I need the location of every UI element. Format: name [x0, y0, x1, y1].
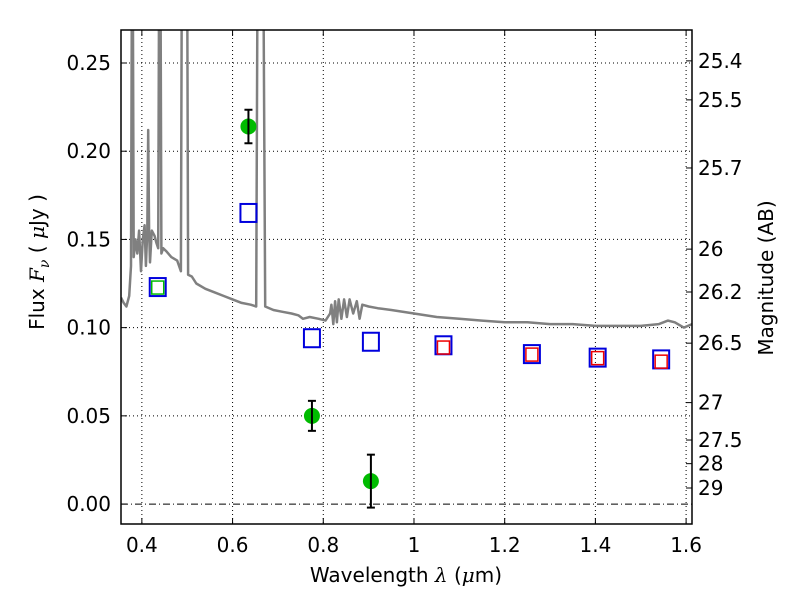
- plot-frame: [120, 29, 693, 525]
- y-axis-label-unit: Jy ): [25, 194, 49, 228]
- model-square-marker: [148, 277, 167, 298]
- x-axis-unit-end: m): [475, 563, 502, 587]
- x-tick-label: 1.4: [579, 533, 611, 557]
- y-right-tick-label: 27.5: [698, 428, 743, 452]
- y-right-tick-label: 29: [698, 476, 723, 500]
- y-tick-label: 0.05: [66, 404, 111, 428]
- inner-green-square-marker: [150, 280, 165, 295]
- y-axis-label-f: F: [25, 267, 49, 283]
- inner-red-square-marker: [525, 347, 539, 362]
- y-axis-label-open: (: [25, 239, 49, 260]
- inner-red-square-marker: [654, 354, 668, 369]
- y-tick-label: 0.25: [66, 51, 111, 75]
- y-tick-labels: 0.00 0.05 0.10 0.15 0.20 0.25: [66, 51, 111, 516]
- y-right-tick-label: 26.5: [698, 331, 743, 355]
- inner-red-square-marker: [436, 340, 451, 355]
- x-tick-label: 0.8: [307, 533, 339, 557]
- y-tick-label: 0.15: [66, 227, 111, 251]
- x-tick-label: 1.2: [489, 533, 521, 557]
- x-tick-label: 0.4: [126, 533, 158, 557]
- spectrum-line: [121, 30, 692, 329]
- x-axis-lambda: λ: [434, 563, 448, 587]
- y-axis-label-mu: μ: [25, 226, 49, 239]
- y-axis-label-nu: ν: [37, 259, 53, 268]
- spectrum-series: [121, 30, 692, 329]
- y-right-tick-label: 25.7: [698, 156, 743, 180]
- y-right-tick-label: 28: [698, 452, 723, 476]
- inner-red-square-marker: [590, 350, 605, 366]
- x-tick-label: 1.6: [670, 533, 702, 557]
- model-square-marker: [361, 331, 380, 352]
- x-tick-label: 1: [408, 533, 421, 557]
- x-axis-unit: (: [448, 563, 462, 587]
- axis-ticks: [121, 30, 692, 524]
- y-tick-label: 0.00: [66, 492, 111, 516]
- x-tick-label: 0.6: [217, 533, 249, 557]
- model-square-marker: [302, 328, 321, 349]
- y-right-tick-label: 25.5: [698, 88, 743, 112]
- model-square-marker: [588, 347, 607, 368]
- observed-photometry-series: [240, 108, 379, 509]
- x-axis-label: Wavelength λ (μm): [310, 563, 502, 587]
- y-right-tick-label: 26.2: [698, 280, 743, 304]
- x-tick-labels: 0.4 0.6 0.8 1 1.2 1.4 1.6: [126, 533, 702, 557]
- model-square-marker: [239, 202, 258, 223]
- y-right-tick-label: 26: [698, 237, 723, 261]
- model-photometry-series: [148, 202, 671, 370]
- x-axis-label-text: Wavelength: [310, 563, 435, 587]
- y-tick-label: 0.20: [66, 139, 111, 163]
- y-right-tick-label: 25.4: [698, 49, 743, 73]
- y-right-tick-label: 27: [698, 391, 723, 415]
- model-square-marker: [522, 344, 541, 365]
- x-axis-mu: μ: [462, 563, 475, 587]
- y-tick-label: 0.10: [66, 316, 111, 340]
- y-right-axis-label: Magnitude (AB): [754, 200, 778, 355]
- y-axis-label-flux: Flux: [25, 282, 49, 330]
- y-axis-label: Flux Fν ( μJy ): [25, 194, 53, 330]
